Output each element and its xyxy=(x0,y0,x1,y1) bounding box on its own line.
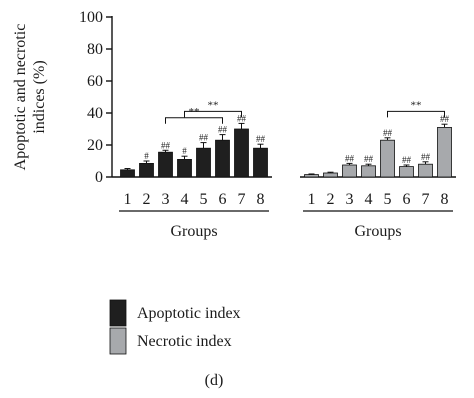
bar xyxy=(120,169,135,178)
bar xyxy=(234,128,249,178)
x-axis-title: Groups xyxy=(170,223,217,240)
significance-mark: ## xyxy=(237,113,247,123)
bar xyxy=(215,139,230,178)
significance-mark: ## xyxy=(218,125,228,135)
y-axis-title-line-1: Apoptotic and necrotic xyxy=(12,24,29,171)
significance-mark: ## xyxy=(364,154,374,164)
x-tick-label: 3 xyxy=(162,191,170,208)
significance-bracket xyxy=(387,110,445,118)
y-tick-label: 80 xyxy=(87,41,103,58)
significance-bracket-label: ** xyxy=(411,99,422,111)
x-tick-label: 8 xyxy=(441,191,449,208)
significance-mark: # xyxy=(182,146,187,156)
significance-mark: ## xyxy=(256,134,266,144)
x-tick-label: 7 xyxy=(238,191,246,208)
y-tick-label: 100 xyxy=(79,9,103,26)
legend-swatch xyxy=(109,327,127,355)
bar xyxy=(253,147,268,178)
significance-mark: ## xyxy=(440,114,450,124)
x-tick-label: 1 xyxy=(308,191,316,208)
x-tick-label: 8 xyxy=(257,191,265,208)
y-tick-label: 40 xyxy=(87,105,103,122)
bar xyxy=(196,147,211,178)
y-tick-label: 20 xyxy=(87,137,103,154)
bar xyxy=(323,172,338,178)
significance-mark: ## xyxy=(421,152,431,162)
x-tick-label: 5 xyxy=(384,191,392,208)
significance-mark: ## xyxy=(402,155,412,165)
bar xyxy=(418,163,433,178)
y-tick-label: 60 xyxy=(87,73,103,90)
x-tick-label: 1 xyxy=(124,191,132,208)
legend-label: Apoptotic index xyxy=(137,305,241,322)
bar xyxy=(177,158,192,178)
bar xyxy=(361,165,376,178)
x-tick-label: 2 xyxy=(327,191,335,208)
y-axis-title-line-2: indices (%) xyxy=(31,60,48,133)
y-axis: 0 20 40 60 80 100 xyxy=(79,9,113,186)
legend-label: Necrotic index xyxy=(137,333,232,350)
significance-mark: # xyxy=(144,151,149,161)
x-tick-label: 4 xyxy=(365,191,373,208)
x-tick-label: 5 xyxy=(200,191,208,208)
bar xyxy=(342,164,357,178)
x-axis-title: Groups xyxy=(354,223,401,240)
significance-mark: ## xyxy=(345,153,355,163)
legend-swatch xyxy=(109,299,127,327)
bar xyxy=(437,127,452,178)
bar xyxy=(399,166,414,178)
x-tick-label: 3 xyxy=(346,191,354,208)
x-tick-label: 7 xyxy=(422,191,430,208)
significance-mark: ## xyxy=(199,133,209,143)
y-axis-title: Apoptotic and necrotic indices (%) xyxy=(12,24,48,171)
significance-mark: ## xyxy=(161,140,171,150)
bar xyxy=(139,162,154,178)
legend: Apoptotic index Necrotic index xyxy=(109,299,241,355)
significance-bracket xyxy=(184,110,242,118)
bar xyxy=(380,139,395,178)
significance-bracket xyxy=(165,117,223,124)
bar xyxy=(158,151,173,178)
x-tick-label: 2 xyxy=(143,191,151,208)
y-tick-label: 0 xyxy=(95,169,103,186)
figure-caption: (d) xyxy=(205,372,224,389)
bar xyxy=(304,174,319,178)
x-tick-label: 4 xyxy=(181,191,189,208)
panel-2: 1 2 ## 3 ## 4 ## 5 ## 6 ## 7 ## 8 Groups ** xyxy=(300,99,456,240)
significance-mark: ## xyxy=(383,128,393,138)
x-tick-label: 6 xyxy=(403,191,411,208)
x-tick-label: 6 xyxy=(219,191,227,208)
significance-bracket-label: ** xyxy=(208,99,219,111)
